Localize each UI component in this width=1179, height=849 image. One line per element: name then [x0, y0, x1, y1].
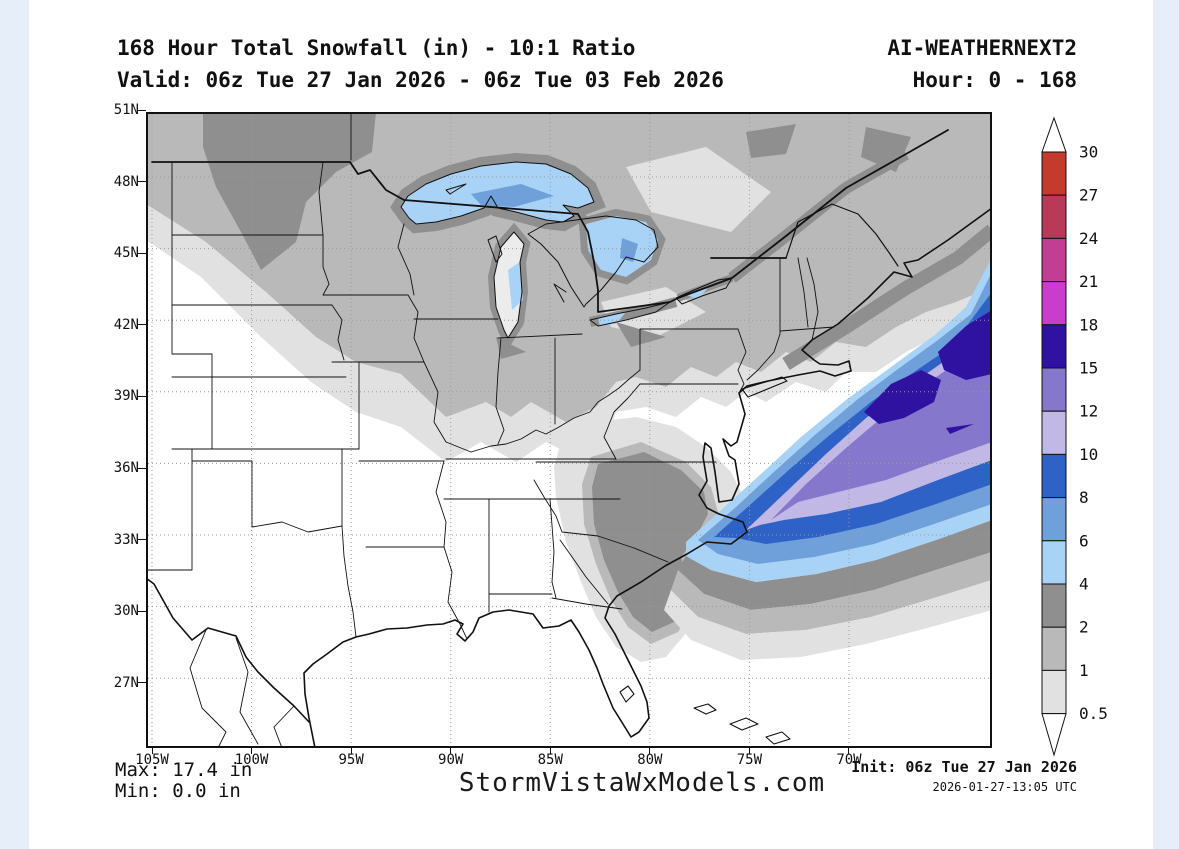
model-name: AI-WEATHERNEXT2	[887, 36, 1077, 60]
colorbar-segment	[1041, 367, 1067, 412]
lat-label: 51N	[113, 102, 139, 118]
lon-tick	[649, 748, 651, 754]
colorbar-label: 0.5	[1079, 704, 1108, 723]
lon-label: 100W	[234, 752, 269, 768]
colorbar-label: 10	[1079, 445, 1098, 464]
forecast-hour-range: Hour: 0 - 168	[912, 68, 1077, 92]
max-min-readout: Max: 17.4 in Min: 0.0 in	[115, 760, 252, 802]
lat-tick	[138, 610, 146, 612]
lat-tick	[138, 324, 146, 326]
colorbar-segment	[1041, 151, 1067, 196]
lon-tick	[848, 748, 850, 754]
page-title: 168 Hour Total Snowfall (in) - 10:1 Rati…	[117, 36, 636, 60]
lon-label: 95W	[338, 752, 364, 768]
lat-tick	[138, 109, 146, 111]
colorbar-label: 4	[1079, 575, 1089, 594]
lon-label: 80W	[637, 752, 663, 768]
lat-tick	[138, 467, 146, 469]
colorbar-segment	[1041, 583, 1067, 628]
lat-label: 45N	[113, 245, 139, 262]
watermark: StormVistaWxModels.com	[458, 768, 826, 798]
lon-label: 90W	[438, 752, 464, 768]
colorbar-segment	[1041, 626, 1067, 671]
lat-label: 27N	[113, 674, 139, 691]
lat-tick	[138, 395, 146, 397]
lat-tick	[138, 682, 146, 684]
valid-range: Valid: 06z Tue 27 Jan 2026 - 06z Tue 03 …	[117, 68, 724, 92]
max-value: Max: 17.4 in	[115, 759, 253, 781]
lat-label: 48N	[113, 173, 139, 190]
colorbar-label: 12	[1079, 402, 1098, 421]
weather-map-panel: 168 Hour Total Snowfall (in) - 10:1 Rati…	[29, 0, 1153, 849]
colorbar-segment	[1041, 324, 1067, 369]
lon-tick	[251, 748, 253, 754]
colorbar-label: 8	[1079, 488, 1089, 507]
colorbar-label: 21	[1079, 272, 1098, 291]
init-time: Init: 06z Tue 27 Jan 2026	[851, 758, 1077, 776]
colorbar-segment	[1041, 497, 1067, 542]
lat-tick	[138, 181, 146, 183]
generated-time: 2026-01-27-13:05 UTC	[932, 780, 1078, 794]
lon-tick	[151, 748, 153, 754]
snowfall-map	[146, 112, 992, 748]
lat-label: 36N	[113, 460, 139, 476]
lon-label: 70W	[836, 752, 862, 768]
colorbar-label: 27	[1079, 186, 1098, 205]
colorbar-segment	[1041, 194, 1067, 239]
lat-label: 33N	[113, 531, 139, 548]
colorbar-label: 1	[1079, 661, 1089, 680]
lat-label: 30N	[113, 603, 139, 620]
colorbar-label: 24	[1079, 229, 1098, 248]
lon-label: 85W	[537, 752, 563, 768]
lon-tick	[748, 748, 750, 754]
colorbar-segment	[1041, 410, 1067, 455]
colorbar-segment	[1041, 281, 1067, 326]
lat-tick	[138, 539, 146, 541]
colorbar-label: 15	[1079, 359, 1098, 378]
colorbar-label: 30	[1079, 143, 1098, 162]
colorbar-segment	[1041, 669, 1067, 715]
lon-label: 75W	[736, 752, 763, 768]
colorbar-segment	[1041, 540, 1067, 585]
lon-tick	[549, 748, 551, 754]
lat-label: 42N	[113, 316, 139, 333]
lon-label: 105W	[135, 752, 169, 768]
colorbar-segment	[1041, 453, 1067, 499]
lon-tick	[450, 748, 452, 754]
lat-label: 39N	[113, 388, 139, 405]
init-info: Init: 06z Tue 27 Jan 2026 2026-01-27-13:…	[851, 758, 1077, 794]
min-value: Min: 0.0 in	[115, 780, 241, 802]
colorbar-label: 2	[1079, 618, 1089, 637]
lat-tick	[138, 252, 146, 254]
lon-tick	[350, 748, 352, 754]
colorbar-label: 18	[1079, 315, 1098, 334]
colorbar-segment	[1041, 237, 1067, 283]
colorbar-label: 6	[1079, 531, 1089, 550]
